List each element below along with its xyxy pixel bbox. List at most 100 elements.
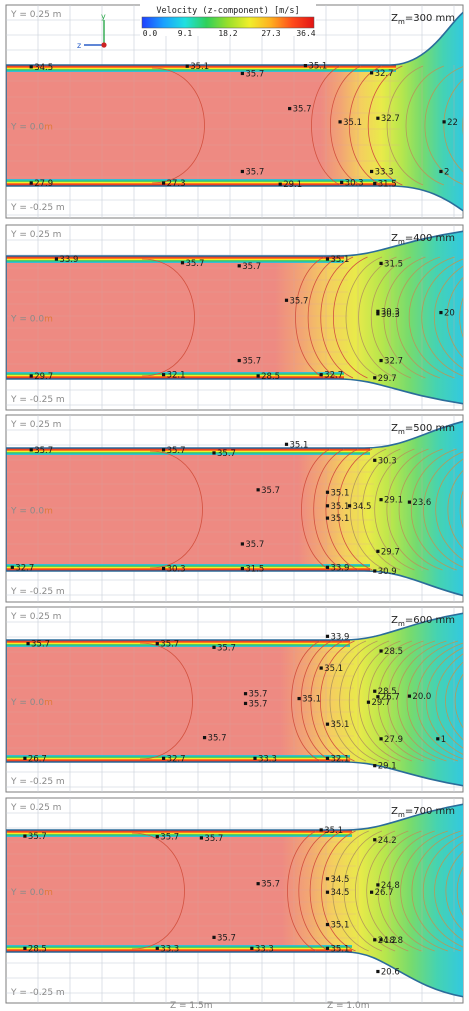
data-marker [161,756,166,760]
contour-line [358,640,401,762]
marker-value: 35.1 [324,664,343,674]
contour-line [349,448,387,571]
contour-line [348,640,390,762]
panel-1: Y = 0.25 mY = 0.0mY = -0.25 mZm=300 mm34… [5,4,464,219]
contour-lines [131,830,463,952]
marker-value: 27.9 [384,735,403,745]
contour-line [339,640,378,762]
contour-line [370,256,412,379]
data-marker [297,696,301,701]
data-marker [370,71,374,75]
contour-line [423,834,463,948]
colorbar-tick: 36.4 [296,29,315,38]
data-marker [370,169,374,174]
marker-value: 34.5 [353,502,372,512]
marker-value: 29.1 [378,762,397,772]
contour-line [406,640,459,762]
zm-label-value: =700 mm [405,806,455,817]
data-marker [155,835,159,839]
contour-line [389,830,435,952]
marker-value: 28.5 [261,372,280,382]
marker-value: 35.1 [330,502,349,512]
data-marker [373,181,377,186]
marker-value: 29.7 [378,374,397,384]
contour-line [386,448,429,571]
contour-lines [151,65,463,186]
y-mid-value: Y = 0.0 [10,123,44,133]
marker-value: 35.7 [242,262,261,272]
marker-value: 32.7 [15,563,34,573]
marker-value: 20.0 [412,692,431,702]
contour-line [367,65,403,186]
data-marker [325,946,330,950]
contour-line [287,830,317,952]
data-marker [325,922,330,927]
data-marker [436,737,440,741]
contour-line [377,830,422,952]
contour-line [311,65,341,186]
data-marker [10,565,14,569]
y-mid-label: Y = 0.0m [10,698,53,708]
marker-value: 35.7 [242,357,261,367]
contour-core [131,832,185,950]
wall-outline [6,803,463,998]
y-mid-value: Y = 0.0 [10,888,44,898]
data-marker [379,261,383,265]
marker-value: 35.7 [245,69,264,79]
y-bottom-label: Y = -0.25 m [10,777,65,787]
contour-line [332,830,369,952]
contour-line [366,830,409,952]
contour-line [345,256,383,379]
contour-line [332,256,368,379]
data-marker [319,666,323,670]
panel-content [6,415,463,602]
wall-outline [6,11,463,212]
data-marker [155,642,159,646]
marker-value: 33.3 [258,754,277,764]
contour-lines [149,448,463,571]
data-marker [325,877,330,881]
marker-value: 35.7 [293,105,312,115]
marker-value: 29.1 [283,180,302,190]
marker-value: 35.7 [167,446,186,456]
zm-label: Zm=500 mm [391,423,455,436]
data-marker [29,65,33,69]
zm-label-value: =600 mm [405,615,455,626]
y-top-label: Y = 0.25 m [10,10,61,20]
contour-line [329,640,367,762]
data-marker [407,500,412,504]
data-marker [376,116,380,120]
y-top-label: Y = 0.25 m [10,230,61,240]
data-marker [442,120,446,124]
contour-line [319,640,355,762]
contour-line [320,256,354,379]
contour-core [149,450,203,569]
marker-value: 32.7 [375,69,394,79]
marker-value: 35.7 [217,643,236,653]
contour-line [310,640,344,762]
marker-value: 31.5 [384,259,403,269]
data-marker [373,938,377,942]
panel-5: Y = 0.25 mY = 0.0mY = -0.25 mZm=700 mm35… [5,797,464,1004]
marker-value: 1 [441,735,446,745]
data-marker [199,836,204,840]
marker-value: 35.1 [330,255,349,265]
data-marker [161,181,166,185]
y-top-label: Y = 0.25 m [10,612,61,622]
colorbar-tick: 0.0 [143,29,158,38]
contour-line [298,830,330,952]
contour-line [443,79,463,172]
data-marker [284,298,289,302]
data-marker [26,642,30,646]
contour-line [397,640,447,762]
marker-value: 35.7 [34,446,53,456]
marker-value: 20 [444,309,455,319]
y-bottom-label: Y = -0.25 m [10,395,65,405]
marker-value: 29.7 [381,547,400,557]
wall-outline [6,230,463,405]
data-marker [325,257,330,261]
contour-line [445,662,463,740]
data-marker [202,736,207,740]
marker-value: 35.1 [330,514,349,524]
data-marker [376,549,380,553]
